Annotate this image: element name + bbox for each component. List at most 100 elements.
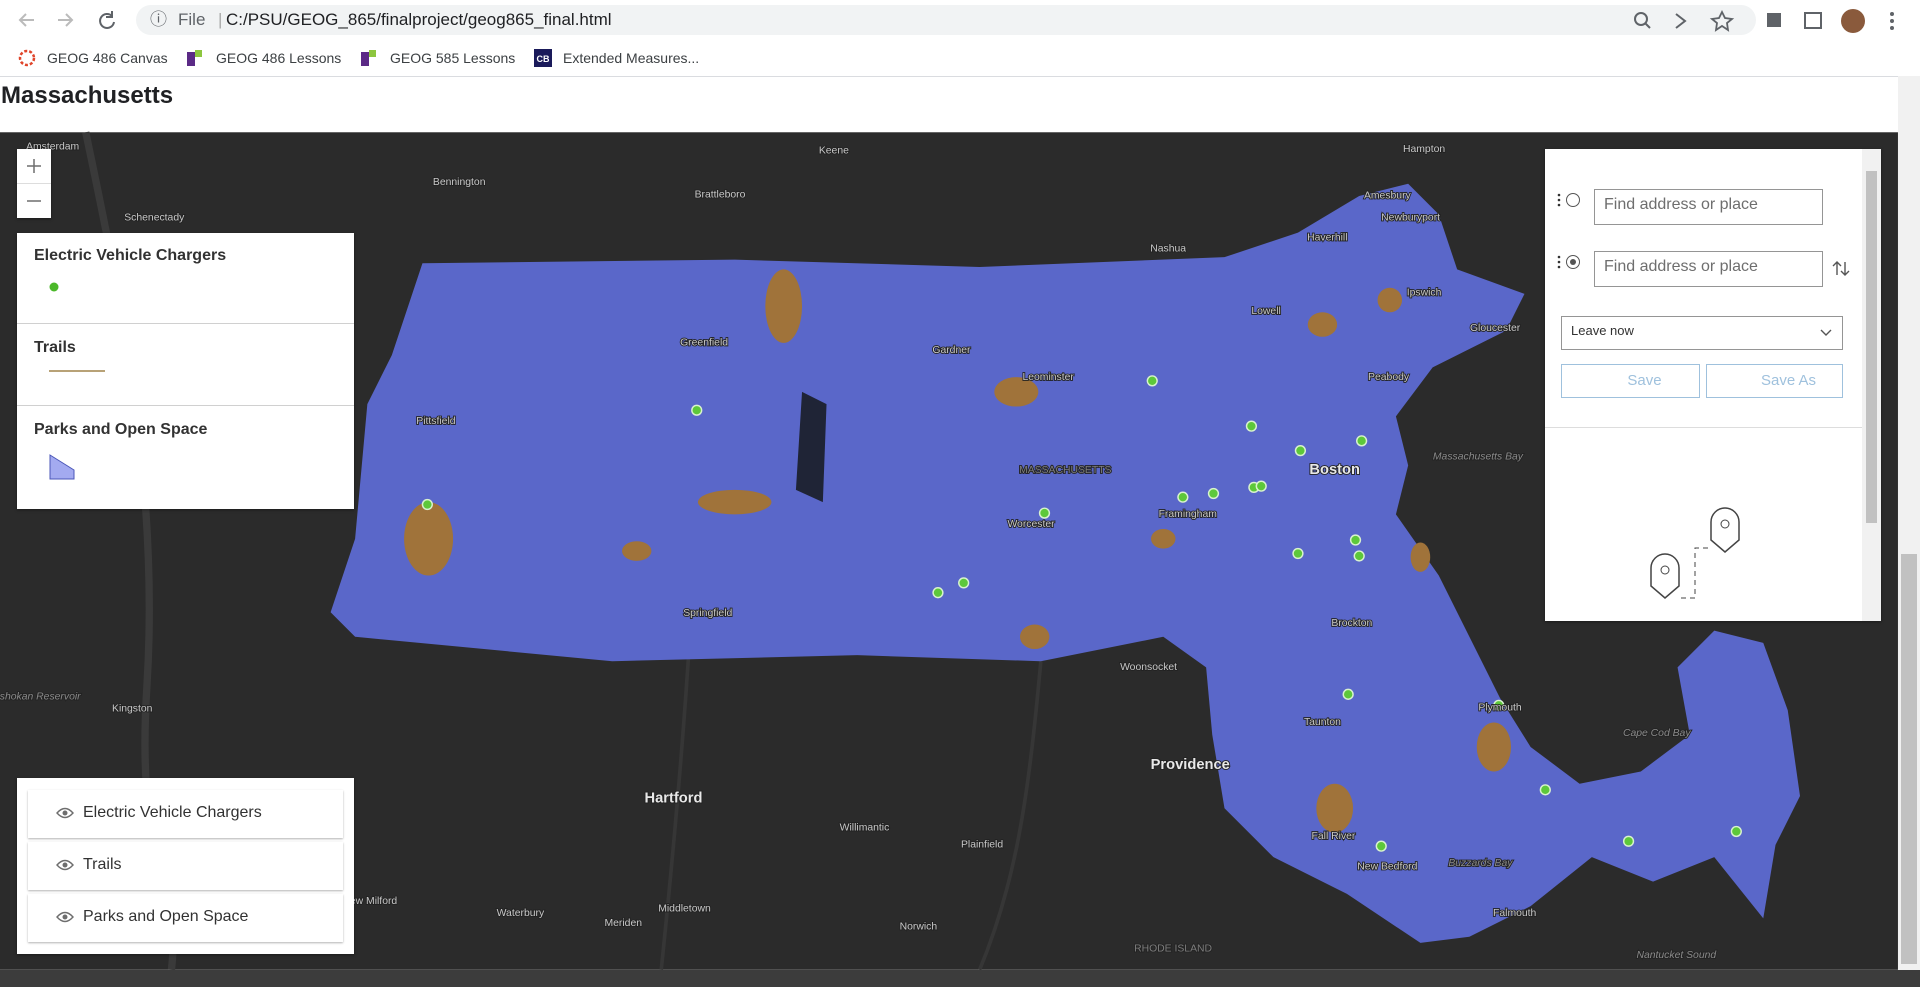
page-header: Massachusetts (0, 76, 1898, 132)
svg-text:CB: CB (537, 54, 550, 64)
layer-name: Electric Vehicle Chargers (83, 804, 262, 821)
bookmarks-bar: GEOG 486 Canvas GEOG 486 Lessons GEOG 58… (0, 40, 1920, 77)
map-label: Buzzards Bay (1448, 858, 1513, 869)
map-label: Plymouth (1478, 703, 1522, 714)
layer-name: Parks and Open Space (83, 908, 249, 925)
layer-name: Trails (83, 856, 122, 873)
parks-layer (330, 183, 1800, 943)
map-label: Bennington (433, 177, 486, 188)
legend-title: Electric Vehicle Chargers (34, 247, 227, 264)
map-label: Springfield (683, 608, 732, 619)
map-label: Brattleboro (695, 189, 746, 200)
browser-toolbar: ⓘ File | C:/PSU/GEOG_865/finalproject/ge… (0, 0, 1920, 40)
legend-symbol (49, 370, 105, 372)
map-label: Gloucester (1470, 323, 1521, 334)
map-label: Brockton (1331, 618, 1372, 629)
address-bar[interactable]: ⓘ File | C:/PSU/GEOG_865/finalproject/ge… (136, 5, 1756, 35)
map-labels: AmsterdamSchenectadyBenningtonBrattlebor… (0, 141, 1718, 962)
stop-input[interactable]: Find address or place (1594, 189, 1823, 225)
map-label: Ashokan Reservoir (0, 692, 81, 703)
bookmark-icon (187, 50, 202, 66)
swap-button[interactable] (1831, 259, 1851, 279)
map-label: Nantucket Sound (1636, 950, 1717, 961)
layer-item[interactable]: Parks and Open Space (28, 894, 343, 942)
map-label: Schenectady (124, 213, 185, 224)
directions-panel: Find address or place Find address or pl… (1545, 149, 1881, 621)
bookmark[interactable]: GEOG 585 Lessons (390, 50, 516, 66)
nav-buttons[interactable] (14, 8, 124, 32)
map-label: MASSACHUSETTS (1019, 465, 1111, 476)
map-label: Framingham (1159, 509, 1217, 520)
browser-actions[interactable] (1625, 8, 1905, 34)
page-scrollbar (1898, 76, 1920, 970)
legend: Electric Vehicle Chargers Trails Parks a… (17, 233, 354, 509)
map-label: Woonsocket (1120, 662, 1177, 673)
bookmark-icon: CB (534, 49, 552, 67)
stop-input[interactable]: Find address or place (1594, 251, 1823, 287)
map-label: Pittsfield (416, 416, 455, 427)
map-label: Worcester (1007, 519, 1055, 530)
ev-chargers (421, 375, 1742, 852)
zoom-control (17, 149, 51, 218)
map-label: Kingston (112, 704, 153, 715)
layer-item[interactable]: Trails (28, 842, 343, 890)
bookmark-icon (361, 50, 376, 66)
legend-symbol (49, 282, 59, 292)
map-label: Waterbury (497, 908, 545, 919)
divider (17, 323, 354, 324)
map-label: Middletown (658, 903, 711, 914)
map-label: Hampton (1403, 144, 1445, 155)
scheme: File (178, 10, 206, 29)
layer-item[interactable]: Electric Vehicle Chargers (28, 790, 343, 838)
map-label: Fall River (1312, 831, 1356, 842)
map-label: New Bedford (1357, 862, 1417, 873)
layer-list: Electric Vehicle Chargers Trails Parks a… (17, 778, 354, 954)
map-label: Meriden (604, 918, 642, 929)
depart-option: Leave now (1571, 323, 1634, 338)
url: C:/PSU/GEOG_865/finalproject/geog865_fin… (226, 10, 612, 29)
map-label: RHODE ISLAND (1134, 944, 1212, 955)
bottom-bar (0, 970, 1920, 987)
map-label: Lowell (1251, 306, 1280, 317)
map-label: Ipswich (1407, 287, 1442, 298)
map-label: Leominster (1022, 372, 1074, 383)
save-button[interactable]: Save (1561, 364, 1700, 398)
map-label: Hartford (645, 790, 703, 806)
map-label: New Milford (342, 896, 397, 907)
map-label: Amesbury (1364, 191, 1412, 202)
save-as-button[interactable]: Save As (1706, 364, 1843, 398)
depart-select[interactable]: Leave now (1561, 316, 1843, 350)
map-label: Providence (1151, 757, 1230, 773)
map-label: Falmouth (1493, 908, 1537, 919)
panel-scrollbar (1862, 149, 1881, 621)
map-label: Taunton (1304, 717, 1341, 728)
divider (17, 405, 354, 406)
map-label: Gardner (932, 345, 971, 356)
directions-illustration (1650, 507, 1740, 599)
bookmark[interactable]: Extended Measures... (563, 50, 700, 66)
map-label: Nashua (1150, 243, 1186, 254)
map-label: Haverhill (1307, 232, 1347, 243)
divider (1545, 427, 1862, 428)
map-label: Peabody (1368, 372, 1410, 383)
map-label: Massachusetts Bay (1433, 452, 1524, 463)
legend-title: Parks and Open Space (34, 421, 208, 438)
bookmark[interactable]: GEOG 486 Canvas (47, 50, 168, 66)
reservoir (795, 391, 827, 503)
map-label: Cape Cod Bay (1623, 728, 1691, 739)
legend-symbol (49, 454, 75, 480)
legend-title: Trails (34, 339, 76, 356)
zoom-buttons[interactable] (17, 149, 51, 218)
bookmark-icon (18, 49, 36, 67)
map-label: Keene (819, 145, 849, 156)
stop-handles (1557, 193, 1580, 269)
map-label: Plainfield (961, 840, 1003, 851)
button-label: Save As (1760, 372, 1817, 389)
map-label: Willimantic (840, 823, 890, 834)
page-title: Massachusetts (1, 82, 174, 109)
open-space-patches (404, 269, 1512, 833)
bookmark[interactable]: GEOG 486 Lessons (216, 50, 342, 66)
map-label: Boston (1309, 462, 1360, 478)
